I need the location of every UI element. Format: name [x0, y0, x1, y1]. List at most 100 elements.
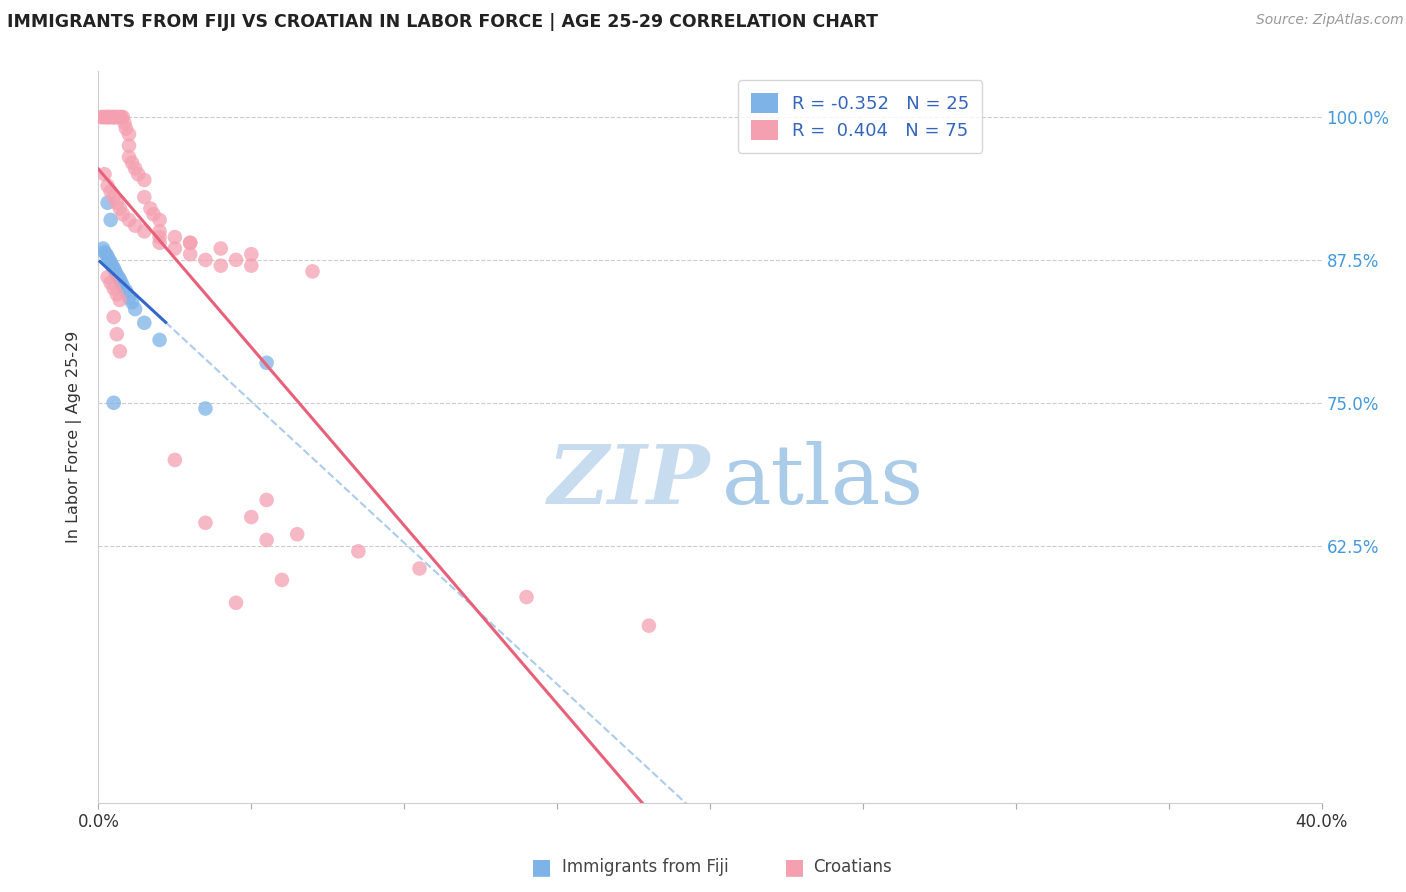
- Point: [93, 110, 115, 124]
- Point: [91, 242, 114, 256]
- Point: [103, 260, 125, 275]
- Point: [103, 110, 125, 124]
- Point: [103, 190, 125, 204]
- Point: [163, 453, 186, 467]
- Point: [163, 230, 186, 244]
- Legend: R = -0.352   N = 25, R =  0.404   N = 75: R = -0.352 N = 25, R = 0.404 N = 75: [738, 80, 983, 153]
- Point: [149, 224, 172, 238]
- Point: [163, 242, 186, 256]
- Point: [121, 156, 143, 170]
- Point: [240, 259, 263, 273]
- Point: [112, 116, 135, 130]
- Point: [194, 401, 217, 416]
- Point: [225, 596, 247, 610]
- Point: [100, 255, 122, 269]
- Point: [97, 110, 120, 124]
- Point: [240, 510, 263, 524]
- Point: [107, 270, 129, 285]
- Point: [209, 259, 232, 273]
- Point: [105, 195, 128, 210]
- Point: [100, 185, 122, 199]
- Text: Croatians: Croatians: [813, 858, 891, 876]
- Text: ZIP: ZIP: [547, 441, 710, 521]
- Point: [118, 138, 141, 153]
- Text: Immigrants from Fiji: Immigrants from Fiji: [562, 858, 730, 876]
- Point: [121, 295, 143, 310]
- Point: [90, 110, 112, 124]
- Point: [270, 573, 294, 587]
- Point: [111, 207, 134, 221]
- Point: [149, 230, 172, 244]
- Point: [139, 202, 162, 216]
- Point: [118, 127, 141, 141]
- Point: [256, 492, 278, 507]
- Text: ■: ■: [785, 857, 804, 877]
- Point: [347, 544, 370, 558]
- Point: [105, 110, 128, 124]
- Point: [98, 252, 121, 267]
- Point: [179, 247, 201, 261]
- Point: [97, 178, 120, 193]
- Point: [134, 316, 156, 330]
- Point: [149, 235, 172, 250]
- Point: [100, 213, 122, 227]
- Point: [115, 121, 138, 136]
- Text: Source: ZipAtlas.com: Source: ZipAtlas.com: [1256, 13, 1403, 28]
- Point: [108, 272, 131, 286]
- Point: [101, 110, 124, 124]
- Point: [142, 207, 165, 221]
- Point: [194, 516, 217, 530]
- Point: [97, 250, 120, 264]
- Point: [110, 276, 132, 290]
- Point: [93, 167, 115, 181]
- Point: [638, 618, 661, 632]
- Text: IMMIGRANTS FROM FIJI VS CROATIAN IN LABOR FORCE | AGE 25-29 CORRELATION CHART: IMMIGRANTS FROM FIJI VS CROATIAN IN LABO…: [7, 13, 877, 31]
- Point: [110, 110, 132, 124]
- Point: [97, 270, 120, 285]
- Point: [108, 344, 131, 359]
- Point: [285, 527, 308, 541]
- Point: [98, 110, 121, 124]
- Point: [100, 276, 122, 290]
- Point: [149, 333, 172, 347]
- Point: [118, 291, 141, 305]
- Point: [209, 242, 232, 256]
- Point: [111, 110, 134, 124]
- Point: [115, 284, 138, 298]
- Point: [516, 590, 538, 604]
- Point: [134, 224, 156, 238]
- Point: [105, 268, 128, 282]
- Point: [101, 259, 124, 273]
- Point: [194, 252, 217, 267]
- Point: [134, 190, 156, 204]
- Point: [94, 247, 117, 261]
- Point: [104, 264, 127, 278]
- Point: [108, 202, 131, 216]
- Point: [104, 110, 127, 124]
- Point: [124, 219, 146, 233]
- Point: [105, 287, 128, 301]
- Point: [118, 150, 141, 164]
- Y-axis label: In Labor Force | Age 25-29: In Labor Force | Age 25-29: [66, 331, 83, 543]
- Point: [124, 301, 146, 317]
- Point: [240, 247, 263, 261]
- Point: [118, 213, 141, 227]
- Point: [105, 327, 128, 342]
- Point: [107, 110, 129, 124]
- Point: [225, 252, 247, 267]
- Point: [94, 110, 117, 124]
- Point: [179, 235, 201, 250]
- Point: [103, 110, 125, 124]
- Point: [256, 356, 278, 370]
- Point: [103, 310, 125, 324]
- Text: ■: ■: [531, 857, 551, 877]
- Text: atlas: atlas: [723, 441, 924, 521]
- Point: [301, 264, 323, 278]
- Point: [179, 235, 201, 250]
- Point: [108, 110, 131, 124]
- Point: [103, 396, 125, 410]
- Point: [256, 533, 278, 547]
- Point: [408, 561, 430, 575]
- Point: [97, 110, 120, 124]
- Point: [97, 195, 120, 210]
